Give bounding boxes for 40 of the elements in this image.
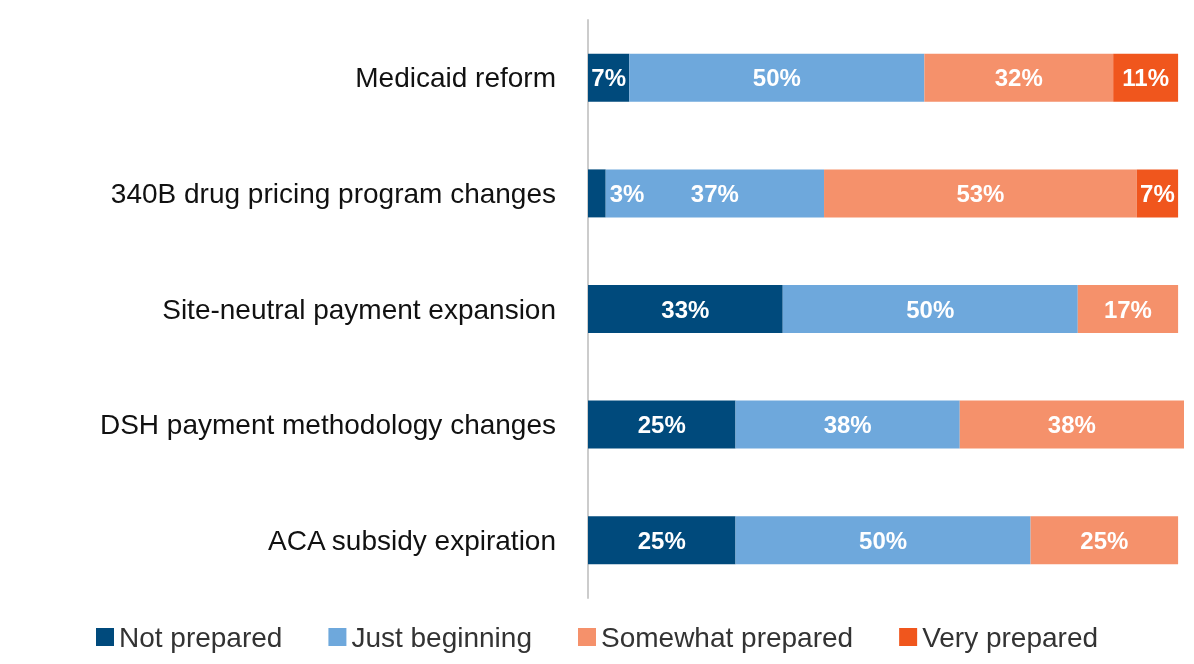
y-tick-label: DSH payment methodology changes [99, 409, 556, 441]
data-label: 38% [823, 411, 872, 439]
y-tick-label: 340B drug pricing program changes [110, 177, 556, 209]
bar [588, 169, 606, 218]
legend-label: Not prepared [118, 621, 283, 653]
data-label: 25% [1080, 526, 1129, 554]
data-label: 3% [609, 179, 645, 207]
y-tick-label: Site-neutral payment expansion [162, 293, 556, 325]
data-label: 33% [661, 295, 710, 323]
legend-label: Very prepared [922, 621, 1099, 653]
bar [588, 516, 736, 565]
data-label: 11% [1122, 64, 1169, 92]
data-label: 25% [637, 526, 686, 554]
data-label: 7% [1140, 179, 1175, 207]
bar [605, 169, 825, 218]
bar [782, 285, 1078, 333]
bar [588, 400, 736, 449]
bar [629, 53, 925, 102]
bar [1030, 516, 1179, 565]
bar [735, 400, 960, 449]
legend-label: Just beginning [351, 621, 532, 653]
bar [588, 285, 783, 333]
data-label: 50% [859, 526, 908, 554]
data-label: 50% [752, 64, 801, 92]
y-tick-label: ACA subsidy expiration [268, 524, 556, 556]
bar [735, 516, 1031, 565]
data-label: 7% [591, 64, 626, 92]
data-label: 50% [906, 295, 955, 323]
legend-label: Somewhat prepared [600, 621, 854, 653]
data-label: 53% [956, 179, 1005, 207]
data-label: 38% [1047, 411, 1096, 439]
bar [959, 400, 1184, 449]
data-label: 25% [637, 411, 686, 439]
bar [824, 169, 1137, 218]
bar [924, 53, 1114, 102]
data-label: 17% [1103, 295, 1152, 323]
y-tick-label: Medicaid reform [355, 62, 556, 94]
data-label: 32% [994, 64, 1043, 92]
bar [1077, 285, 1179, 333]
data-label: 37% [690, 179, 739, 207]
